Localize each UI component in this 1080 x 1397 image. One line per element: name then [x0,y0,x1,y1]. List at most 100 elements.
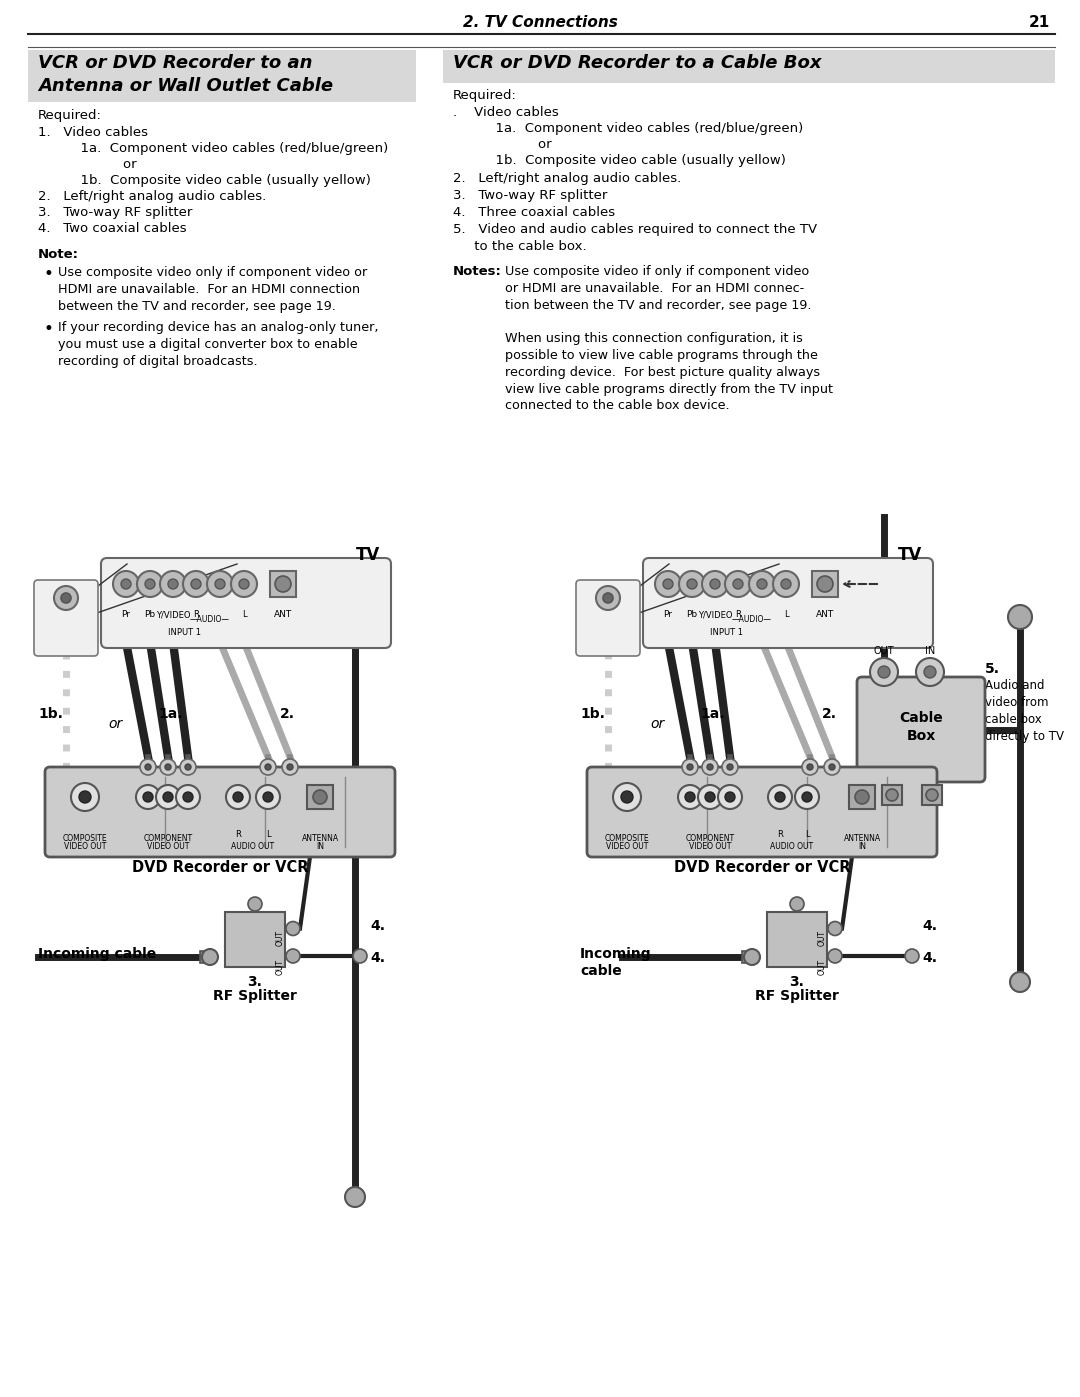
Text: 3.   Two-way RF splitter: 3. Two-way RF splitter [453,189,607,203]
Text: •: • [44,265,54,284]
Text: IN: IN [251,900,259,909]
Text: 1a.  Component video cables (red/blue/green): 1a. Component video cables (red/blue/gre… [38,142,388,155]
Text: VIDEO OUT: VIDEO OUT [64,842,106,851]
Bar [28,50,416,102]
Text: VCR or DVD Recorder to an: VCR or DVD Recorder to an [38,54,312,73]
Text: 1b.: 1b. [38,707,63,721]
Text: 1a.: 1a. [700,707,725,721]
Circle shape [744,949,760,965]
Text: 3.   Two-way RF splitter: 3. Two-way RF splitter [38,205,192,219]
Text: L: L [784,610,788,619]
Text: TV: TV [355,546,380,564]
Text: INPUT 1: INPUT 1 [711,629,743,637]
Circle shape [687,578,697,590]
Text: COMPONENT: COMPONENT [686,834,734,842]
Circle shape [60,592,71,604]
FancyBboxPatch shape [33,580,98,657]
FancyBboxPatch shape [576,580,640,657]
Circle shape [698,785,723,809]
Bar [270,571,296,597]
Text: 1b.  Composite video cable (usually yellow): 1b. Composite video cable (usually yello… [453,154,786,168]
Circle shape [702,571,728,597]
Circle shape [663,578,673,590]
Circle shape [702,759,718,775]
Text: 4.   Three coaxial cables: 4. Three coaxial cables [453,205,616,219]
Circle shape [202,949,218,965]
Text: INPUT 1: INPUT 1 [168,629,202,637]
Bar [742,951,754,963]
Text: L: L [266,830,270,840]
Circle shape [1010,972,1030,992]
Text: Pr: Pr [663,610,673,619]
Circle shape [678,785,702,809]
Circle shape [140,759,156,775]
Text: 4.: 4. [370,951,384,965]
Circle shape [1008,605,1032,629]
Circle shape [207,571,233,597]
Text: ANTENNA: ANTENNA [301,834,338,842]
Text: 4.: 4. [922,918,937,933]
Circle shape [286,949,300,963]
Circle shape [156,785,180,809]
Text: Required:: Required: [453,89,517,102]
Circle shape [137,571,163,597]
Text: 2.: 2. [822,707,837,721]
Text: OUT: OUT [275,958,284,975]
Text: DVD Recorder or VCR: DVD Recorder or VCR [132,861,308,875]
Circle shape [313,789,327,805]
Text: OUT: OUT [818,929,826,946]
Circle shape [79,791,91,803]
Circle shape [924,666,936,678]
Text: OUT: OUT [275,929,284,946]
Circle shape [707,764,713,770]
Text: TV: TV [897,546,922,564]
FancyBboxPatch shape [588,767,937,856]
Text: L: L [805,830,809,840]
Text: VIDEO OUT: VIDEO OUT [147,842,189,851]
Bar [307,785,333,809]
Text: or: or [453,138,552,151]
Bar [922,785,942,805]
FancyBboxPatch shape [45,767,395,856]
Text: DVD Recorder or VCR: DVD Recorder or VCR [674,861,850,875]
Circle shape [176,785,200,809]
Text: 1a.: 1a. [158,707,183,721]
Circle shape [168,578,178,590]
Text: L: L [242,610,246,619]
Text: COMPONENT: COMPONENT [144,834,192,842]
Circle shape [239,578,249,590]
Text: R: R [735,610,741,619]
Circle shape [828,922,842,936]
Text: 2. TV Connections: 2. TV Connections [462,15,618,29]
Circle shape [256,785,280,809]
Bar [849,785,875,809]
Circle shape [264,792,273,802]
Circle shape [905,949,919,963]
Text: OUT: OUT [874,645,894,657]
Text: AUDIO OUT: AUDIO OUT [231,842,274,851]
Circle shape [621,791,633,803]
Circle shape [710,578,720,590]
Circle shape [727,764,733,770]
Circle shape [795,785,819,809]
FancyBboxPatch shape [102,557,391,648]
Circle shape [183,792,193,802]
Circle shape [733,578,743,590]
Text: OUT: OUT [818,958,826,975]
Circle shape [180,759,195,775]
Text: R: R [235,830,241,840]
Circle shape [287,764,293,770]
Bar [812,571,838,597]
Bar [225,912,285,967]
Text: VIDEO OUT: VIDEO OUT [606,842,648,851]
Circle shape [265,764,271,770]
Text: RF Splitter: RF Splitter [213,989,297,1003]
Text: AUDIO OUT: AUDIO OUT [770,842,813,851]
Circle shape [807,764,813,770]
Text: 4.: 4. [370,918,384,933]
Text: Pr: Pr [121,610,131,619]
Text: Y/VIDEO: Y/VIDEO [156,610,190,619]
Text: Note:: Note: [38,249,79,261]
Circle shape [828,949,842,963]
Circle shape [878,666,890,678]
